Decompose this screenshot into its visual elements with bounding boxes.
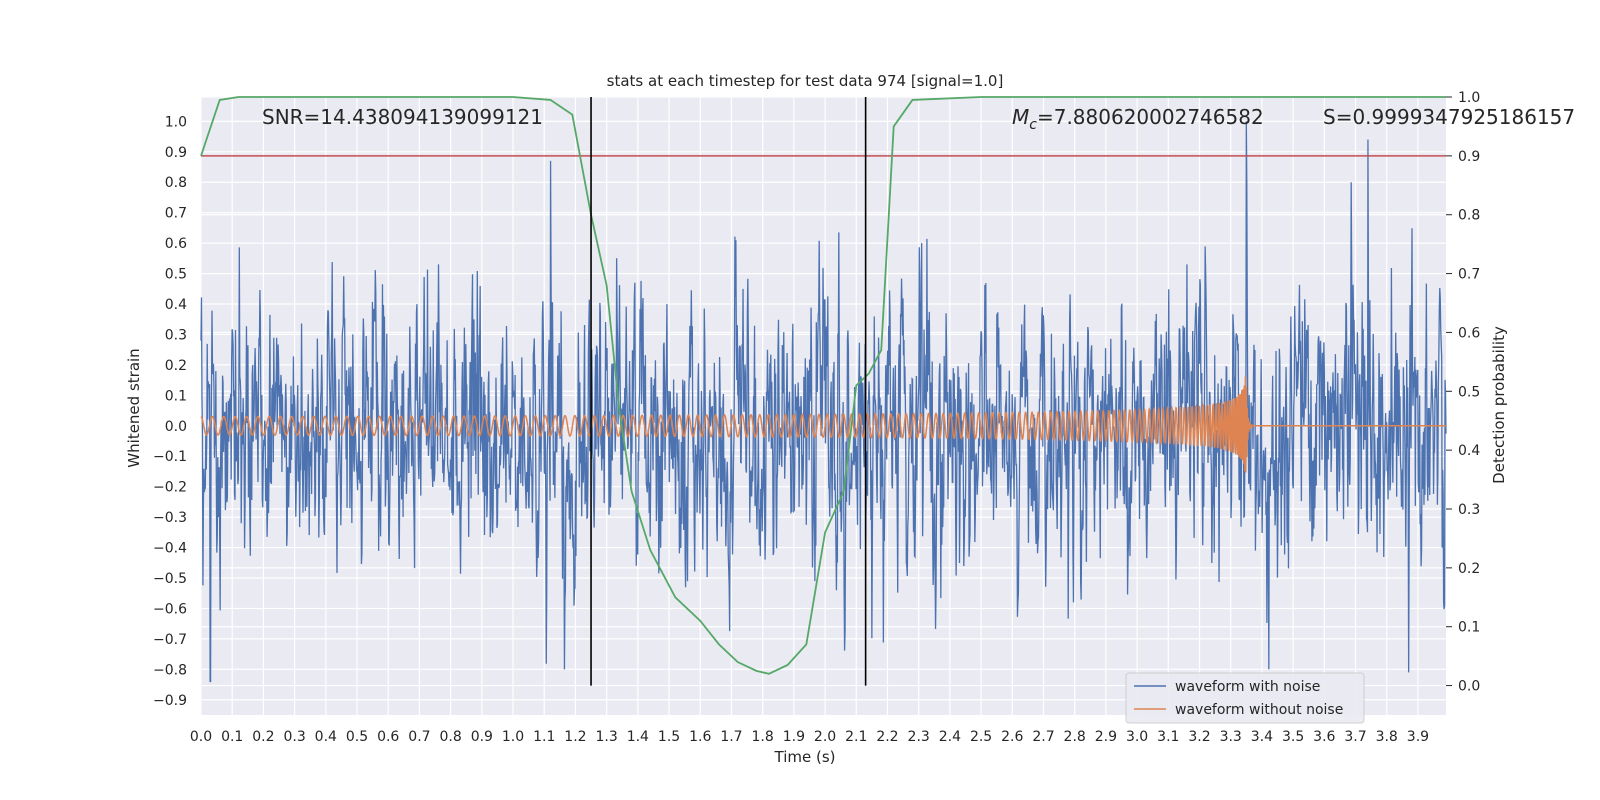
legend-label-noise: waveform with noise [1175,679,1320,695]
x-tick-label: 1.5 [658,729,680,745]
x-tick-label: 2.7 [1032,729,1054,745]
y2-tick-label: 0.2 [1458,561,1480,577]
x-tick-label: 3.4 [1251,729,1273,745]
x-tick-label: 1.3 [596,729,618,745]
x-tick-label: 0.2 [252,729,274,745]
x-tick-label: 1.2 [564,729,586,745]
x-tick-label: 2.3 [908,729,930,745]
y-axis-label: Whitened strain [125,348,143,467]
x-tick-label: 1.8 [752,729,774,745]
x-tick-label: 1.0 [502,729,524,745]
x-tick-label: 0.9 [471,729,493,745]
x-tick-label: 1.7 [720,729,742,745]
x-tick-label: 2.9 [1095,729,1117,745]
vertical-markers [590,97,867,686]
y-tick-label: −0.9 [153,693,187,709]
legend-box [1125,672,1365,724]
y2-tick-label: 0.6 [1458,325,1480,341]
y-tick-label: 0.6 [165,236,187,252]
y-tick-label: −0.4 [153,541,187,557]
x-tick-label: 2.1 [845,729,867,745]
y2-axis-label: Detection probability [1490,326,1508,484]
y2-tick-label: 0.1 [1458,620,1480,636]
x-tick-labels: 0.0 0.1 0.2 0.3 0.4 0.5 0.6 0.7 0.8 0.9 1.0 1.1 1.2 1… [190,729,1429,745]
y-tick-label: 0.7 [165,206,187,222]
x-tick-label: 0.5 [346,729,368,745]
x-tick-label: 2.0 [814,729,836,745]
y-tick-label: 0.2 [165,358,187,374]
x-tick-label: 3.5 [1282,729,1304,745]
x-tick-label: 3.6 [1313,729,1335,745]
y2-tick-label: 0.5 [1458,384,1480,400]
y-tick-label: −0.7 [153,632,187,648]
x-tick-label: 0.3 [283,729,305,745]
y-tick-label: −0.1 [153,449,187,465]
x-tick-label: 3.0 [1126,729,1148,745]
y2-tick-label: 0.3 [1458,502,1480,518]
x-tick-label: 0.7 [408,729,430,745]
x-tick-label: 0.1 [221,729,243,745]
y2-tick-label: 0.8 [1458,208,1480,224]
x-tick-label: 0.0 [190,729,212,745]
s-annotation: S=0.9999347925186157 [1323,105,1575,129]
chirp-mass-value: =7.880620002746582 [1037,105,1264,129]
y-tick-label: 0.8 [165,175,187,191]
y2-tick-label: 0.4 [1458,443,1480,459]
y-tick-label: 0.5 [165,267,187,283]
chart-title: stats at each timestep for test data 974… [607,72,1004,90]
x-tick-label: 3.1 [1157,729,1179,745]
x-tick-label: 2.5 [970,729,992,745]
chirp-line [200,376,1446,473]
x-tick-label: 3.7 [1344,729,1366,745]
y-tick-label: 0.4 [165,297,187,313]
y2-tick-label: 1.0 [1458,90,1480,106]
x-tick-label: 3.2 [1188,729,1210,745]
snr-annotation: SNR=14.438094139099121 [262,105,543,129]
series-waveform-without-noise [200,376,1446,473]
x-tick-label: 1.4 [627,729,649,745]
chirp-mass-symbol: M [1012,105,1029,129]
y-tick-label: 1.0 [165,114,187,130]
x-tick-label: 0.8 [439,729,461,745]
x-axis-label: Time (s) [774,748,836,766]
legend: waveform with noise waveform without noi… [1125,672,1365,724]
x-tick-label: 1.1 [533,729,555,745]
x-tick-label: 2.4 [939,729,961,745]
legend-label-clean: waveform without noise [1175,702,1343,718]
x-tick-label: 1.9 [783,729,805,745]
y-tick-label: −0.8 [153,662,187,678]
x-tick-label: 0.6 [377,729,399,745]
y-tick-label: −0.3 [153,510,187,526]
probability-line [200,96,1446,675]
x-tick-label: 3.9 [1407,729,1429,745]
chirp-mass-subscript: c [1029,117,1037,133]
y2-tick-label: 0.7 [1458,267,1480,283]
y-tick-label: −0.6 [153,601,187,617]
x-tick-label: 2.6 [1001,729,1023,745]
y-tick-label: −0.2 [153,480,187,496]
y-tick-label: 0.1 [165,388,187,404]
y-tick-label: 0.3 [165,327,187,343]
series-detection-probability [200,96,1446,675]
x-tick-label: 3.3 [1220,729,1242,745]
x-tick-label: 2.2 [876,729,898,745]
y-tick-label: −0.5 [153,571,187,587]
y2-tick-label: 0.9 [1458,149,1480,165]
x-tick-label: 1.6 [689,729,711,745]
y2-tick-labels: 0.0 0.1 0.2 0.3 0.4 0.5 0.6 0.7 0.8 0.9 1.0 [1446,90,1480,695]
y2-tick-label: 0.0 [1458,679,1480,695]
y-tick-labels: −0.9 −0.8 −0.7 −0.6 −0.5 −0.4 −0.3 −0.2 −0.1 0.0 0… [153,114,187,708]
x-tick-label: 2.8 [1064,729,1086,745]
x-tick-label: 3.8 [1376,729,1398,745]
x-tick-label: 0.4 [315,729,337,745]
chirp-mass-annotation: Mc=7.880620002746582 [1012,105,1264,133]
y-tick-label: 0.0 [165,419,187,435]
y-tick-label: 0.9 [165,145,187,161]
